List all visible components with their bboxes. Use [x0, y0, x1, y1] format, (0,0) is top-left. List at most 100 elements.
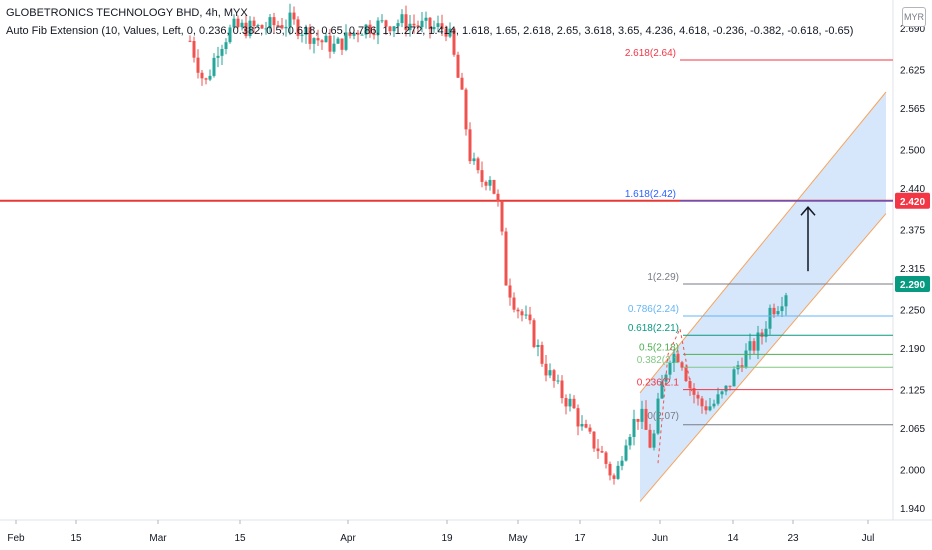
candle-body [732, 369, 736, 387]
candle-body [228, 27, 232, 43]
candle-body [496, 193, 500, 202]
candle-body [376, 20, 380, 36]
candle-body [352, 32, 356, 36]
y-tick-label: 2.315 [900, 264, 925, 275]
candle-body [644, 408, 648, 430]
candle-body [484, 181, 488, 186]
candle-body [368, 24, 372, 34]
candle-body [588, 427, 592, 432]
candle-body [684, 367, 688, 382]
candle-body [604, 452, 608, 464]
candle-body [612, 475, 616, 479]
candle-body [636, 418, 640, 422]
x-tick-label: 19 [441, 533, 453, 544]
y-tick-label: 2.000 [900, 466, 925, 477]
fib-level-label: 0.5(2.18) [639, 342, 679, 353]
candle-body [564, 398, 568, 407]
candle-body [288, 12, 292, 27]
candle-body [460, 77, 464, 90]
candle-body [456, 54, 460, 78]
y-tick-label: 2.690 [900, 24, 925, 35]
candle-body [220, 48, 224, 56]
fib-level-label: 0.786(2.24) [628, 304, 679, 315]
candle-body [616, 465, 620, 479]
price-badge [895, 192, 930, 209]
symbol-title: GLOBETRONICS TECHNOLOGY BHD, 4h, MYX [6, 7, 248, 19]
price-badge [895, 276, 930, 292]
candle-body [492, 179, 496, 194]
candle-body [208, 75, 212, 80]
candle-body [348, 32, 352, 36]
target-arrow-head [800, 206, 816, 216]
candle-body [388, 26, 392, 32]
candle-body [700, 398, 704, 407]
candle-body [284, 26, 288, 29]
candle-body [508, 285, 512, 298]
fib-level-label: 1.618(2.42) [625, 189, 676, 200]
price-axis-background [893, 0, 932, 550]
candle-body [784, 295, 788, 307]
candle-body [632, 418, 636, 437]
candle-body [428, 17, 432, 30]
candle-body [712, 403, 716, 407]
candle-body [568, 398, 572, 407]
candle-body [620, 460, 624, 466]
candle-body [764, 328, 768, 337]
candle-body [404, 14, 408, 31]
x-tick-label: Apr [340, 533, 356, 544]
candle-body [240, 22, 244, 28]
fib-level-label: 2.618(2.64) [625, 48, 676, 59]
candle-body [400, 14, 404, 24]
candle-body [668, 362, 672, 375]
candle-body [436, 23, 440, 27]
candle-body [500, 201, 504, 232]
candle-body [252, 20, 256, 27]
candle-body [548, 370, 552, 376]
y-tick-label: 2.375 [900, 226, 925, 237]
candle-body [396, 23, 400, 27]
candle-body [380, 20, 384, 22]
x-tick-label: Feb [7, 533, 25, 544]
candle-body [488, 179, 492, 186]
candle-body [476, 158, 480, 171]
candle-body [652, 433, 656, 448]
y-tick-label: 2.065 [900, 424, 925, 435]
candle-body [580, 423, 584, 427]
candle-body [520, 311, 524, 316]
candle-body [304, 27, 308, 35]
candle-body [216, 55, 220, 58]
fib-level-label: 0.382(2.1 [637, 355, 680, 366]
fib-level-label: 0.236(2.1 [637, 378, 680, 389]
candle-body [440, 23, 444, 30]
candle-body [512, 297, 516, 310]
candle-body [272, 17, 276, 26]
candle-body [268, 17, 272, 29]
candle-body [416, 25, 420, 28]
candle-body [584, 423, 588, 428]
candle-body [276, 25, 280, 27]
candle-body [544, 363, 548, 376]
price-badge-label: 2.290 [900, 280, 925, 291]
candle-body [752, 341, 756, 351]
candle-body [648, 429, 652, 448]
candle-body [360, 34, 364, 36]
candle-body [448, 28, 452, 37]
candle-body [696, 394, 700, 399]
x-tick-label: 23 [787, 533, 799, 544]
candle-body [300, 34, 304, 36]
currency-button[interactable]: MYR [902, 7, 926, 27]
candle-body [224, 42, 228, 49]
candle-body [748, 341, 752, 351]
candle-body [516, 309, 520, 312]
candle-body [724, 385, 728, 392]
candle-body [768, 307, 772, 329]
candle-body [760, 332, 764, 337]
candle-body [188, 40, 192, 42]
candle-body [232, 18, 236, 28]
candle-body [728, 385, 732, 387]
candle-body [296, 19, 300, 36]
candle-body [372, 33, 376, 36]
candle-body [324, 35, 328, 43]
candle-body [704, 406, 708, 411]
